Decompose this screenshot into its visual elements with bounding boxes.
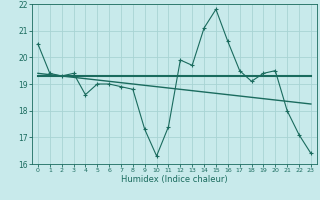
X-axis label: Humidex (Indice chaleur): Humidex (Indice chaleur): [121, 175, 228, 184]
